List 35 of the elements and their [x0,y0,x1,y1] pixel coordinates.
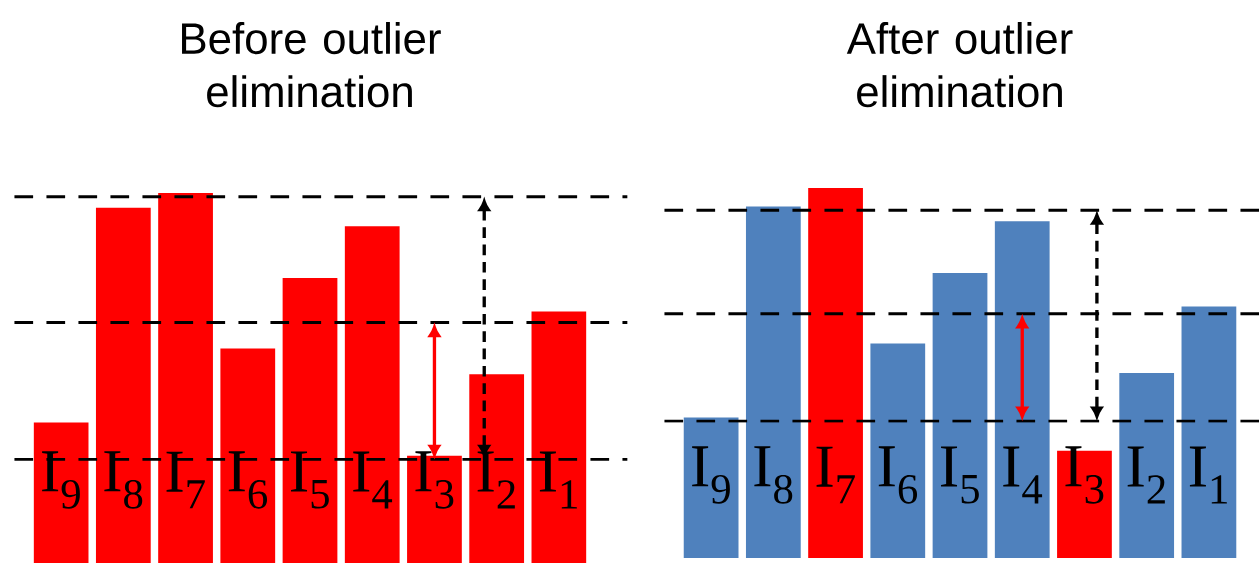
chart-title: Before outlier elimination [182,22,441,108]
x-tick-label: I$_{9}$ [42,451,80,509]
bar [95,207,151,563]
x-tick-label: I$_{6}$ [878,446,918,504]
bar [531,311,587,563]
bar [469,374,525,563]
x-tick-label: I$_{8}$ [104,451,143,509]
x-tick-label: I$_{2}$ [1127,446,1165,504]
x-tick-label: I$_{8}$ [754,446,793,504]
x-tick-label: I$_{5}$ [291,451,329,509]
bar [932,273,988,558]
bar [33,422,89,563]
bar [344,226,400,563]
x-tick-label: I$_{3}$ [415,451,454,509]
x-tick-label: I$_{6}$ [228,451,268,509]
bar [745,206,801,558]
x-tick-label: I$_{1}$ [1189,446,1227,504]
x-tick-label: I$_{7}$ [816,446,855,504]
x-tick-label: I$_{4}$ [1003,446,1043,504]
bar [683,417,739,558]
x-tick-label: I$_{5}$ [941,446,979,504]
x-tick-label: I$_{1}$ [539,451,577,509]
bar [282,278,338,563]
bar [1181,306,1237,558]
x-tick-label: I$_{3}$ [1065,446,1104,504]
bar [1119,373,1175,558]
x-tick-label: I$_{9}$ [692,446,730,504]
x-tick-label: I$_{7}$ [166,451,205,509]
bar [220,348,276,563]
chart-title: After outlier elimination [846,22,1073,108]
bar [158,192,213,563]
bar [808,187,863,558]
x-tick-label: I$_{4}$ [353,451,393,509]
bar [870,343,926,558]
bar [994,221,1050,558]
